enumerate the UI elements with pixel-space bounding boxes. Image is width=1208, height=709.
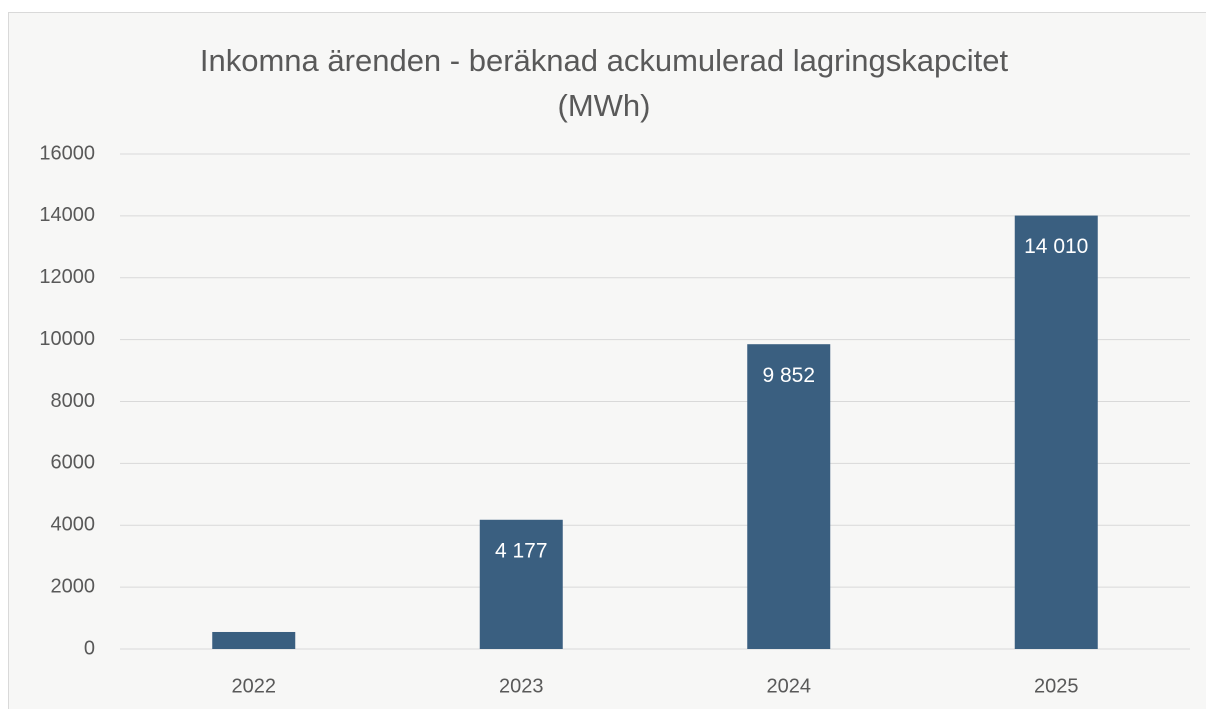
y-tick-label: 12000 bbox=[39, 266, 95, 288]
x-tick-label: 2022 bbox=[232, 675, 277, 697]
y-tick-label: 2000 bbox=[51, 575, 96, 597]
y-tick-label: 16000 bbox=[39, 142, 95, 164]
data-label: 9 852 bbox=[762, 364, 815, 387]
x-tick-label: 2023 bbox=[499, 675, 544, 697]
bar bbox=[479, 519, 563, 649]
data-label: 14 010 bbox=[1024, 235, 1088, 258]
y-tick-label: 6000 bbox=[51, 452, 96, 474]
chart-frame bbox=[8, 12, 1206, 709]
x-tick-label: 2024 bbox=[767, 675, 812, 697]
y-tick-label: 8000 bbox=[51, 390, 96, 412]
y-tick-label: 4000 bbox=[51, 514, 96, 536]
y-tick-label: 14000 bbox=[39, 204, 95, 226]
y-tick-label: 0 bbox=[84, 637, 95, 659]
data-label: 4 177 bbox=[495, 539, 548, 562]
bar bbox=[212, 631, 296, 649]
chart-title: Inkomna ärenden - beräknad ackumulerad l… bbox=[199, 43, 1009, 123]
y-tick-label: 10000 bbox=[39, 328, 95, 350]
bar bbox=[1014, 215, 1098, 650]
bar bbox=[747, 344, 831, 649]
x-tick-label: 2025 bbox=[1034, 675, 1079, 697]
